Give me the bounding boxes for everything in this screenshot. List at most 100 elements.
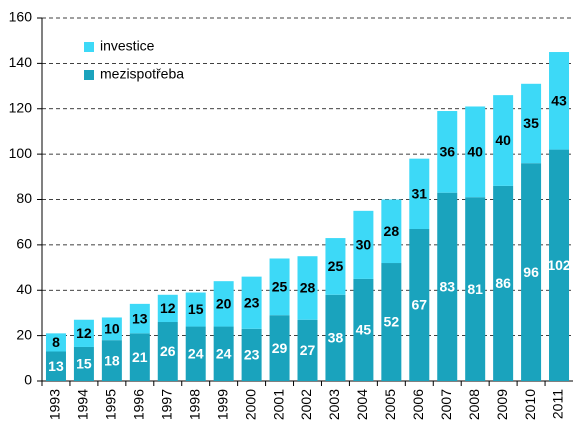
value-label: 67 xyxy=(412,297,428,313)
value-label: 96 xyxy=(523,264,539,280)
bar-segment xyxy=(549,52,570,150)
value-label: 36 xyxy=(439,144,455,160)
value-label: 29 xyxy=(272,340,288,356)
bar-segment xyxy=(101,317,122,341)
bar-segment xyxy=(157,322,178,381)
x-tick-label: 1999 xyxy=(214,389,230,420)
bar-segment xyxy=(465,197,486,381)
bar-segment xyxy=(437,192,458,381)
legend-label: investice xyxy=(100,38,155,54)
bar-segment xyxy=(521,83,542,164)
x-tick-label: 1998 xyxy=(186,389,202,420)
value-label: 12 xyxy=(160,300,176,316)
bar-segment xyxy=(381,263,402,381)
value-label: 23 xyxy=(244,347,260,363)
value-label: 18 xyxy=(104,352,120,368)
bar-segment xyxy=(101,340,122,381)
bar-segment xyxy=(465,106,486,198)
value-label: 38 xyxy=(328,330,344,346)
bar-segment xyxy=(269,258,290,316)
y-tick-label: 60 xyxy=(16,236,32,252)
x-tick-label: 2000 xyxy=(242,389,258,420)
bar-segment xyxy=(381,199,402,264)
value-label: 86 xyxy=(495,275,511,291)
value-label: 28 xyxy=(384,223,400,239)
y-tick-label: 40 xyxy=(16,281,32,297)
bar-segment xyxy=(493,185,514,381)
value-label: 25 xyxy=(272,279,288,295)
y-tick-label: 120 xyxy=(9,99,33,115)
value-label: 40 xyxy=(467,144,483,160)
bar-segment xyxy=(409,228,430,381)
bar-segment xyxy=(129,303,150,334)
bar-segment xyxy=(353,278,374,381)
x-tick-label: 1994 xyxy=(75,389,91,420)
legend-label: mezispotřeba xyxy=(100,66,184,82)
x-tick-label: 2008 xyxy=(466,389,482,420)
bar-segment xyxy=(213,326,234,381)
x-tick-label: 2002 xyxy=(298,389,314,420)
value-label: 28 xyxy=(300,280,316,296)
y-tick-label: 160 xyxy=(9,9,33,25)
x-tick-label: 2001 xyxy=(270,389,286,420)
value-label: 81 xyxy=(467,281,483,297)
bar-segment xyxy=(157,294,178,323)
bar-segment xyxy=(73,346,94,381)
bar-segment xyxy=(213,281,234,327)
bar-segment xyxy=(185,326,206,381)
value-label: 45 xyxy=(356,322,372,338)
value-label: 52 xyxy=(384,314,400,330)
value-label: 43 xyxy=(551,93,567,109)
x-tick-label: 1997 xyxy=(158,389,174,420)
bar-segment xyxy=(325,238,346,295)
x-tick-label: 2004 xyxy=(354,389,370,420)
bar-segment xyxy=(297,319,318,381)
x-tick-label: 1993 xyxy=(47,389,63,420)
y-tick-label: 0 xyxy=(24,372,32,388)
value-label: 31 xyxy=(412,186,428,202)
bar-segment xyxy=(45,333,66,352)
bar-segment xyxy=(241,276,262,329)
value-label: 8 xyxy=(52,334,60,350)
bar-segment xyxy=(73,319,94,347)
value-label: 102 xyxy=(547,257,571,273)
value-label: 35 xyxy=(523,115,539,131)
value-label: 30 xyxy=(356,237,372,253)
bar-segment xyxy=(437,111,458,193)
value-label: 21 xyxy=(132,349,148,365)
legend-swatch xyxy=(84,70,94,80)
x-tick-label: 2010 xyxy=(522,389,538,420)
y-tick-label: 140 xyxy=(9,54,33,70)
x-tick-label: 2006 xyxy=(410,389,426,420)
bar-segment xyxy=(521,163,542,381)
bar-segment xyxy=(129,333,150,381)
value-label: 12 xyxy=(76,325,92,341)
bar-segment xyxy=(353,210,374,279)
value-label: 40 xyxy=(495,132,511,148)
value-label: 10 xyxy=(104,321,120,337)
bar-segment xyxy=(185,292,206,327)
x-tick-label: 1995 xyxy=(103,389,119,420)
y-tick-label: 80 xyxy=(16,190,32,206)
value-label: 13 xyxy=(132,310,148,326)
legend-swatch xyxy=(84,42,94,52)
value-label: 15 xyxy=(188,301,204,317)
y-tick-label: 100 xyxy=(9,145,33,161)
value-label: 13 xyxy=(48,358,64,374)
y-tick-label: 20 xyxy=(16,326,32,342)
bar-segment xyxy=(269,315,290,381)
bar-segment xyxy=(325,294,346,381)
x-tick-label: 2009 xyxy=(494,389,510,420)
x-tick-label: 1996 xyxy=(131,389,147,420)
bar-segment xyxy=(549,149,570,381)
value-label: 83 xyxy=(439,279,455,295)
value-label: 24 xyxy=(216,345,232,361)
value-label: 25 xyxy=(328,258,344,274)
bar-segment xyxy=(45,351,66,381)
value-label: 23 xyxy=(244,294,260,310)
bar-segment xyxy=(493,95,514,186)
x-tick-label: 2011 xyxy=(550,389,566,419)
value-label: 15 xyxy=(76,356,92,372)
x-tick-label: 2005 xyxy=(382,389,398,420)
